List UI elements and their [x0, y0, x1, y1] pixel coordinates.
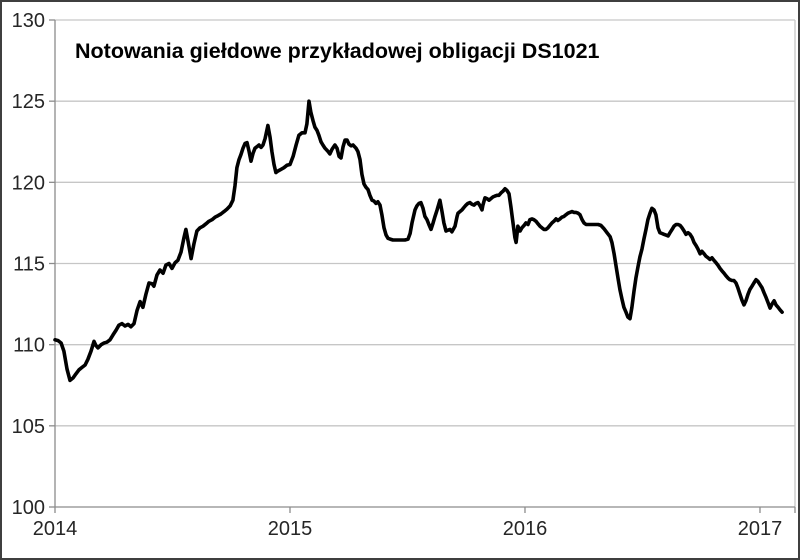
axis-ticks [49, 19, 796, 513]
y-tick-label: 125 [12, 91, 45, 113]
y-tick-label: 120 [12, 172, 45, 194]
x-tick-label: 2017 [738, 518, 783, 540]
y-tick-label: 130 [12, 10, 45, 32]
x-axis-tick-labels: 2014 2015 2016 2017 [33, 518, 782, 540]
y-axis-tick-labels: 100 105 110 115 120 125 130 [12, 10, 45, 519]
y-tick-label: 115 [13, 254, 45, 276]
chart-title: Notowania giełdowe przykładowej obligacj… [75, 39, 600, 63]
y-tick-label: 110 [13, 335, 45, 357]
price-line-series [53, 99, 784, 383]
x-tick-label: 2015 [268, 518, 313, 540]
x-tick-label: 2014 [33, 518, 78, 540]
y-tick-label: 105 [12, 416, 45, 438]
y-tick-label: 100 [12, 497, 45, 519]
gridlines [55, 19, 796, 507]
x-tick-label: 2016 [503, 518, 548, 540]
